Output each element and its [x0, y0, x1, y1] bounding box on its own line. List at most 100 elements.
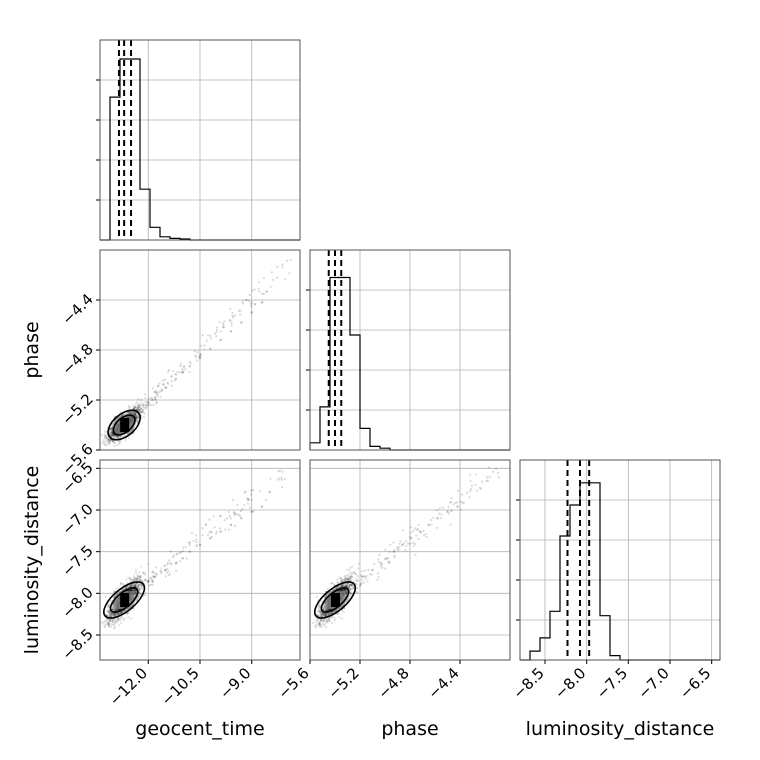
scatter-point	[316, 619, 319, 623]
scatter-point	[348, 568, 351, 571]
scatter-point	[319, 625, 322, 628]
scatter-point	[343, 585, 347, 588]
scatter-point	[370, 573, 373, 576]
scatter-point	[110, 620, 113, 623]
scatter-point	[131, 588, 134, 591]
scatter-point	[230, 324, 233, 327]
scatter-point	[333, 610, 336, 613]
scatter-point	[116, 619, 119, 622]
scatter-point	[319, 624, 322, 627]
scatter-point	[250, 498, 253, 502]
scatter-point	[135, 420, 138, 423]
scatter-point	[188, 550, 191, 553]
scatter-point	[103, 620, 106, 623]
scatter-point	[401, 529, 405, 532]
scatter-point	[462, 501, 465, 505]
scatter-point	[230, 321, 233, 325]
scatter-point	[344, 585, 347, 588]
scatter-point	[215, 335, 218, 338]
scatter-point	[151, 570, 154, 573]
scatter-point	[331, 611, 334, 614]
scatter-point	[109, 614, 112, 617]
scatter-point	[175, 553, 178, 556]
scatter-point	[140, 579, 143, 582]
scatter-point	[138, 578, 141, 582]
scatter-point	[347, 575, 350, 578]
scatter-point	[346, 573, 349, 576]
scatter-point	[108, 429, 111, 432]
scatter-point	[111, 620, 114, 624]
scatter-point	[411, 541, 414, 544]
scatter-point	[144, 403, 147, 406]
scatter-point	[346, 598, 349, 601]
scatter-point	[131, 412, 134, 415]
scatter-point	[229, 330, 233, 333]
scatter-point	[408, 542, 411, 545]
scatter-point	[115, 436, 118, 439]
scatter-point	[107, 623, 110, 626]
scatter-point	[362, 581, 365, 584]
scatter-point	[341, 589, 344, 592]
scatter-point	[349, 591, 352, 594]
scatter-point	[322, 606, 325, 609]
scatter-point	[350, 592, 353, 595]
scatter-point	[137, 398, 140, 401]
scatter-point	[352, 571, 355, 574]
scatter-point	[354, 573, 358, 576]
scatter-point	[349, 575, 352, 578]
scatter-point	[280, 476, 283, 479]
scatter-point	[322, 604, 325, 607]
scatter-point	[107, 438, 110, 441]
scatter-point	[257, 287, 260, 291]
scatter-point	[269, 285, 272, 288]
scatter-point	[348, 584, 351, 587]
scatter-point	[131, 411, 134, 415]
scatter-point	[160, 390, 163, 393]
scatter-point	[276, 265, 279, 269]
scatter-point	[258, 281, 261, 284]
scatter-point	[199, 353, 202, 356]
scatter-point	[137, 402, 140, 406]
scatter-point	[134, 584, 137, 588]
scatter-point	[144, 396, 147, 399]
scatter-point	[332, 583, 335, 586]
scatter-point	[109, 427, 112, 430]
scatter-point	[122, 583, 125, 586]
scatter-point	[110, 426, 113, 430]
scatter-point	[124, 438, 127, 441]
scatter-point	[133, 585, 136, 588]
scatter-point	[327, 613, 330, 616]
scatter-point	[149, 396, 153, 399]
scatter-point	[344, 589, 347, 592]
scatter-point	[224, 528, 227, 531]
scatter-point	[136, 575, 139, 578]
scatter-point	[144, 578, 147, 582]
scatter-point	[154, 575, 157, 578]
histogram-panel-phase	[306, 249, 511, 451]
scatter-point	[138, 587, 141, 590]
scatter-point	[119, 612, 122, 615]
scatter-point	[131, 584, 135, 587]
scatter-point	[137, 584, 140, 587]
scatter-point	[283, 478, 286, 481]
scatter-point	[126, 411, 129, 414]
scatter-point	[137, 595, 140, 598]
scatter-point	[329, 611, 332, 615]
scatter-point	[122, 588, 125, 591]
panel-border	[99, 39, 301, 241]
scatter-point	[124, 586, 127, 590]
scatter-point	[133, 406, 136, 409]
scatter-point	[406, 542, 410, 545]
scatter-point	[133, 411, 136, 414]
scatter-point	[343, 588, 346, 591]
scatter-point	[459, 500, 462, 503]
scatter-point	[118, 611, 121, 615]
scatter-point	[188, 371, 191, 374]
scatter-point	[107, 437, 110, 440]
scatter-point	[198, 543, 202, 547]
scatter-point	[130, 579, 133, 583]
scatter-point	[113, 441, 117, 444]
scatter-point	[116, 435, 120, 438]
scatter-point	[348, 585, 351, 588]
scatter-point	[138, 579, 142, 582]
